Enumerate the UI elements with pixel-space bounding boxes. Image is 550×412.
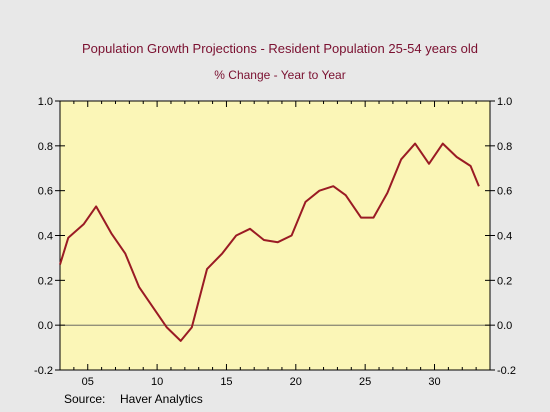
plot-area xyxy=(59,100,491,371)
right-y-tick-label: 0.2 xyxy=(497,275,512,287)
left-y-tick-label: 0.2 xyxy=(38,275,53,287)
x-tick-label: 30 xyxy=(428,376,440,388)
right-y-tick-label: -0.2 xyxy=(497,365,516,377)
x-tick-label: 25 xyxy=(359,376,371,388)
x-tick-label: 05 xyxy=(82,376,94,388)
source-label: Source: xyxy=(64,392,105,406)
chart-subtitle: % Change - Year to Year xyxy=(214,68,345,82)
right-y-tick-label: 1.0 xyxy=(497,96,512,108)
left-y-tick-label: 1.0 xyxy=(38,96,53,108)
left-y-tick-label: 0.4 xyxy=(38,231,53,243)
left-y-tick-label: 0.0 xyxy=(38,320,53,332)
chart-title: Population Growth Projections - Resident… xyxy=(82,41,478,56)
x-tick-label: 10 xyxy=(151,376,163,388)
source-name: Haver Analytics xyxy=(120,392,203,406)
left-y-tick-label: 0.8 xyxy=(38,141,53,153)
right-y-tick-label: 0.8 xyxy=(497,141,512,153)
left-y-tick-label: 0.6 xyxy=(38,186,53,198)
right-y-tick-label: 0.6 xyxy=(497,186,512,198)
x-tick-label: 15 xyxy=(220,376,232,388)
left-y-tick-label: -0.2 xyxy=(34,365,53,377)
right-y-tick-label: 0.4 xyxy=(497,231,512,243)
series-line xyxy=(59,142,480,342)
right-y-tick-label: 0.0 xyxy=(497,320,512,332)
x-tick-label: 20 xyxy=(290,376,302,388)
